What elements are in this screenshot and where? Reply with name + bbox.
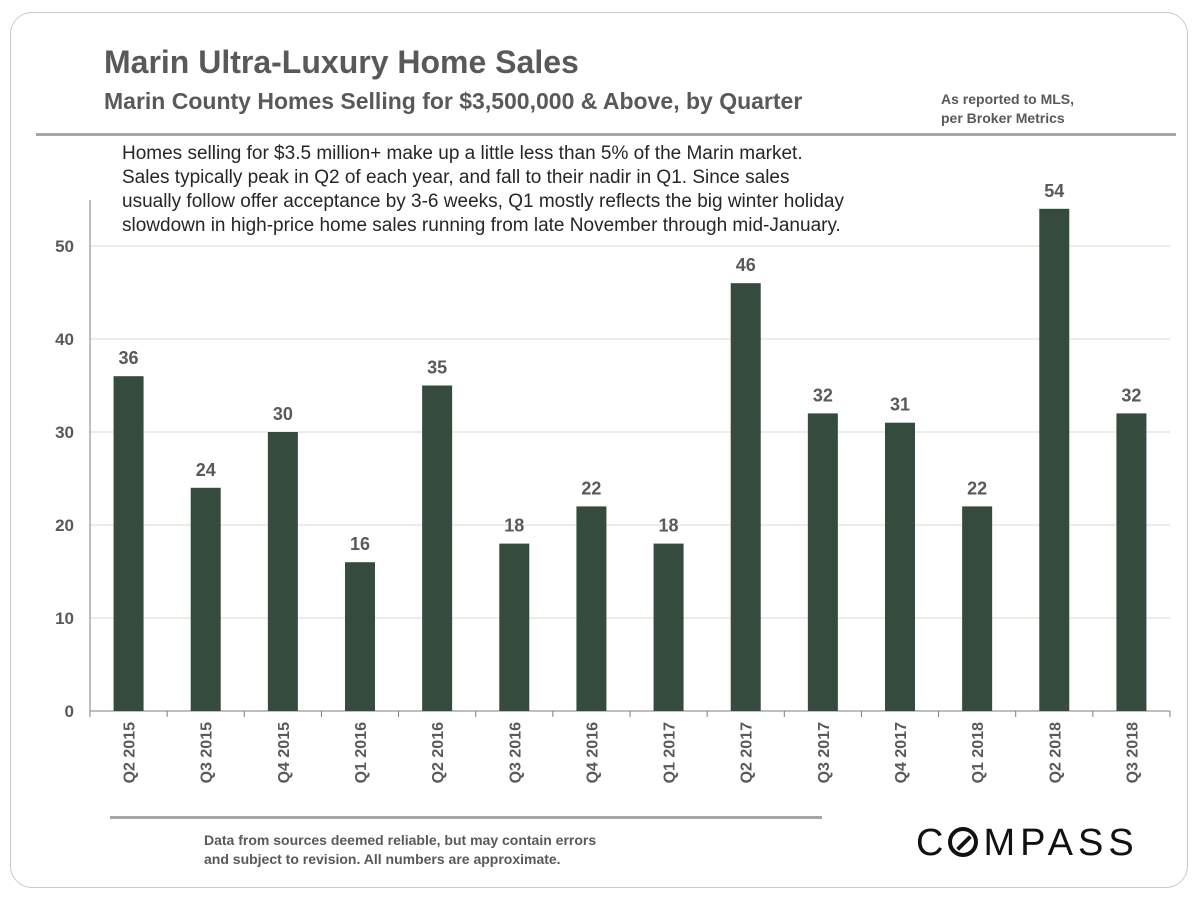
x-tick-label-group: Q3 2018: [1124, 722, 1141, 783]
logo-o-glyph: [948, 827, 979, 857]
bar: [576, 506, 607, 711]
x-tick-label-group: Q2 2017: [739, 722, 756, 783]
x-tick-label: Q2 2017: [739, 722, 756, 783]
x-tick-label: Q4 2016: [584, 722, 601, 783]
x-tick-label-group: Q1 2016: [353, 722, 370, 783]
chart-subtitle: Marin County Homes Selling for $3,500,00…: [104, 88, 803, 114]
bar: [345, 562, 375, 711]
data-label: 16: [350, 534, 370, 554]
disclaimer-line: and subject to revision. All numbers are…: [204, 851, 561, 867]
gridlines: [90, 245, 1170, 619]
x-tick-label: Q3 2016: [507, 722, 524, 783]
footer-divider: [110, 816, 822, 819]
x-tick-label: Q3 2018: [1124, 722, 1141, 783]
x-tick-label-group: Q3 2015: [199, 722, 216, 783]
bar: [653, 543, 684, 711]
bar: [807, 413, 838, 711]
y-tick-label: 10: [55, 609, 74, 628]
x-tick-label: Q3 2017: [816, 722, 833, 783]
data-labels: 36 24 30 16 35 18 22 18 46 32 31 22 54 32: [119, 181, 1142, 554]
header-divider: [36, 133, 1176, 136]
source-note-line: per Broker Metrics: [941, 110, 1065, 126]
x-tick-label: Q1 2018: [970, 722, 987, 783]
bar: [962, 506, 993, 711]
data-label: 54: [1044, 181, 1064, 201]
data-label: 30: [273, 404, 293, 424]
x-tick-label-group: Q4 2016: [584, 722, 601, 783]
x-tick-label: Q1 2017: [662, 722, 679, 783]
bar: [1039, 208, 1070, 712]
x-tick-label: Q3 2015: [199, 722, 216, 783]
disclaimer-line: Data from sources deemed reliable, but m…: [204, 832, 597, 848]
y-tick-label: 30: [55, 423, 74, 442]
y-tick-label: 20: [55, 516, 74, 535]
bar: [267, 432, 298, 711]
x-tick-label: Q2 2016: [430, 722, 447, 783]
y-tick-labels: 0 10 20 30 40 50: [55, 237, 74, 721]
annotation-line: Sales typically peak in Q2 of each year,…: [122, 167, 790, 188]
data-label: 18: [504, 516, 524, 536]
data-label: 31: [890, 395, 910, 415]
bar: [730, 283, 761, 711]
bar: [422, 385, 453, 711]
slide-frame: [10, 12, 1188, 888]
bar: [113, 376, 144, 711]
annotation-line: usually follow offer acceptance by 3-6 w…: [122, 191, 844, 212]
data-label: 22: [581, 478, 601, 498]
x-tick-label-group: Q3 2017: [816, 722, 833, 783]
data-label: 22: [967, 478, 987, 498]
data-label: 24: [196, 460, 216, 480]
data-label: 36: [119, 348, 139, 368]
x-tick-label-group: Q1 2018: [970, 722, 987, 783]
bar: [885, 422, 915, 711]
x-tick-label-group: Q2 2018: [1047, 722, 1064, 783]
compass-logo: C MPASS: [916, 822, 1139, 864]
x-tick-label: Q4 2017: [893, 722, 910, 783]
y-tick-label: 40: [55, 330, 74, 349]
x-tick-label-group: Q1 2017: [662, 722, 679, 783]
bars: [113, 208, 1147, 712]
chart-title: Marin Ultra-Luxury Home Sales: [104, 44, 579, 80]
annotation-line: slowdown in high-price home sales runnin…: [122, 215, 841, 236]
bar: [190, 487, 221, 711]
data-label: 32: [813, 385, 833, 405]
bar: [1116, 413, 1147, 711]
y-tick-label: 50: [55, 237, 74, 256]
x-tick-label-group: Q2 2016: [430, 722, 447, 783]
data-label: 32: [1121, 385, 1141, 405]
data-label: 35: [427, 358, 447, 378]
annotation-line: Homes selling for $3.5 million+ make up …: [122, 143, 803, 164]
y-tick-label: 0: [65, 702, 74, 721]
data-label: 18: [659, 516, 679, 536]
x-tick-label-group: Q3 2016: [507, 722, 524, 783]
x-tick-label: Q2 2015: [122, 722, 139, 783]
x-tick-labels: Q2 2015 Q3 2015 Q4 2015 Q1 2016 Q2 2016 Q3 20…: [122, 722, 1142, 783]
data-label: 46: [736, 255, 756, 275]
source-note: As reported to MLS, per Broker Metrics: [941, 90, 1074, 128]
source-note-line: As reported to MLS,: [941, 91, 1075, 107]
x-tick-label-group: Q2 2015: [122, 722, 139, 783]
annotation-text: Homes selling for $3.5 million+ make up …: [122, 142, 962, 238]
axes: [89, 200, 1171, 717]
x-tick-label: Q4 2015: [276, 722, 293, 783]
x-tick-label-group: Q4 2017: [893, 722, 910, 783]
bar: [499, 543, 530, 711]
x-tick-label: Q2 2018: [1047, 722, 1064, 783]
x-tick-label-group: Q4 2015: [276, 722, 293, 783]
disclaimer: Data from sources deemed reliable, but m…: [204, 831, 596, 869]
x-tick-label: Q1 2016: [353, 722, 370, 783]
